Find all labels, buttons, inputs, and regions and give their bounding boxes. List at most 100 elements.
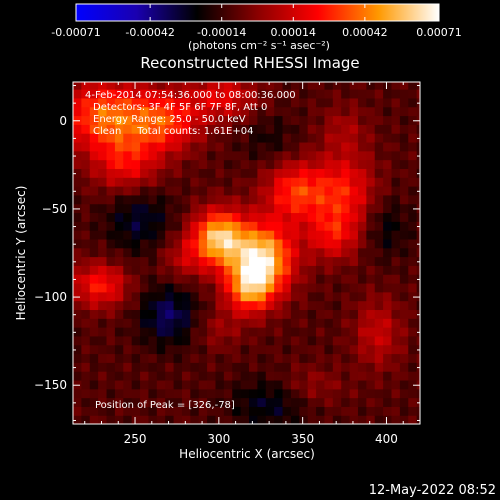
heatmap-cell (391, 406, 401, 416)
heatmap-cell (106, 124, 116, 134)
heatmap-cell (232, 230, 242, 240)
heatmap-cell (282, 115, 292, 125)
heatmap-cell (148, 415, 158, 424)
heatmap-cell (131, 274, 141, 284)
heatmap-cell (399, 362, 409, 372)
heatmap-cell (324, 141, 334, 152)
heatmap-cell (349, 124, 359, 134)
heatmap-cell (148, 353, 158, 363)
heatmap-cell (383, 97, 393, 108)
heatmap-cell (366, 415, 376, 424)
heatmap-cell (374, 318, 384, 328)
heatmap-cell (106, 159, 116, 169)
heatmap-cell (198, 124, 208, 134)
heatmap-cell (81, 406, 91, 416)
heatmap-cell (73, 362, 82, 372)
heatmap-cell (257, 203, 267, 214)
heatmap-cell (181, 141, 191, 152)
heatmap-cell (307, 168, 317, 178)
heatmap-cell (98, 177, 108, 187)
heatmap-cell (215, 141, 225, 152)
heatmap-cell (131, 362, 141, 372)
heatmap-cell (140, 203, 150, 214)
heatmap-cell (240, 265, 250, 275)
heatmap-cell (316, 282, 326, 293)
heatmap-cell (73, 256, 82, 266)
heatmap-cell (416, 212, 420, 222)
heatmap-cell (140, 186, 150, 196)
heatmap-cell (240, 344, 250, 355)
heatmap-cell (391, 168, 401, 178)
heatmap-cell (399, 318, 409, 328)
heatmap-cell (106, 415, 116, 424)
heatmap-cell (383, 335, 393, 346)
heatmap-cell (391, 159, 401, 169)
heatmap-cell (408, 133, 418, 143)
heatmap-cell (324, 265, 334, 275)
heatmap-cell (198, 133, 208, 143)
heatmap-cell (106, 82, 116, 90)
heatmap-cell (357, 221, 367, 231)
heatmap-cell (249, 265, 258, 275)
heatmap-cell (324, 371, 334, 381)
heatmap-cell (299, 238, 309, 249)
heatmap-cell (265, 238, 275, 249)
heatmap-cell (215, 97, 225, 108)
heatmap-cell (232, 371, 242, 381)
heatmap-cell (131, 133, 141, 143)
heatmap-cell (81, 106, 91, 117)
heatmap-cell (156, 82, 166, 90)
heatmap-cell (207, 221, 217, 231)
heatmap-cell (240, 186, 250, 196)
heatmap-cell (165, 344, 175, 355)
heatmap-cell (173, 265, 183, 275)
heatmap-cell (89, 353, 99, 363)
heatmap-cell (207, 318, 217, 328)
heatmap-cell (156, 256, 166, 266)
heatmap-cell (148, 159, 158, 169)
heatmap-cell (215, 133, 225, 143)
heatmap-cell (98, 186, 108, 196)
heatmap-cell (207, 353, 217, 363)
heatmap-cell (274, 397, 284, 407)
heatmap-cell (89, 238, 99, 249)
heatmap-cell (73, 82, 82, 90)
heatmap-cell (341, 318, 351, 328)
heatmap-cell (316, 344, 326, 355)
heatmap-cell (383, 291, 393, 302)
heatmap-cell (332, 318, 342, 328)
heatmap-cell (156, 379, 166, 390)
heatmap-cell (274, 291, 284, 302)
heatmap-cell (374, 106, 384, 117)
heatmap-cell (81, 212, 91, 222)
heatmap-cell (324, 397, 334, 407)
heatmap-cell (374, 256, 384, 266)
heatmap-cell (156, 115, 166, 125)
heatmap-cell (232, 212, 242, 222)
heatmap-cell (399, 133, 409, 143)
heatmap-cell (181, 309, 191, 319)
heatmap-cell (366, 97, 376, 108)
colorbar-tick-label: -0.00042 (125, 26, 174, 39)
heatmap-cell (282, 309, 292, 319)
heatmap-cell (357, 335, 367, 346)
heatmap-cell (207, 203, 217, 214)
heatmap-cell (383, 194, 393, 205)
heatmap-cell (190, 397, 200, 407)
heatmap-cell (265, 291, 275, 302)
heatmap-cell (274, 379, 284, 390)
heatmap-cell (148, 327, 158, 337)
heatmap-cell (357, 115, 367, 125)
heatmap-cell (181, 159, 191, 169)
heatmap-cell (341, 115, 351, 125)
heatmap-cell (173, 300, 183, 311)
heatmap-cell (416, 203, 420, 214)
heatmap-cell (391, 133, 401, 143)
heatmap-cell (165, 238, 175, 249)
heatmap-cell (399, 186, 409, 196)
heatmap-cell (274, 362, 284, 372)
heatmap-cell (123, 150, 133, 161)
heatmap-cell (316, 168, 326, 178)
heatmap-cell (257, 309, 267, 319)
heatmap-cell (123, 115, 133, 125)
